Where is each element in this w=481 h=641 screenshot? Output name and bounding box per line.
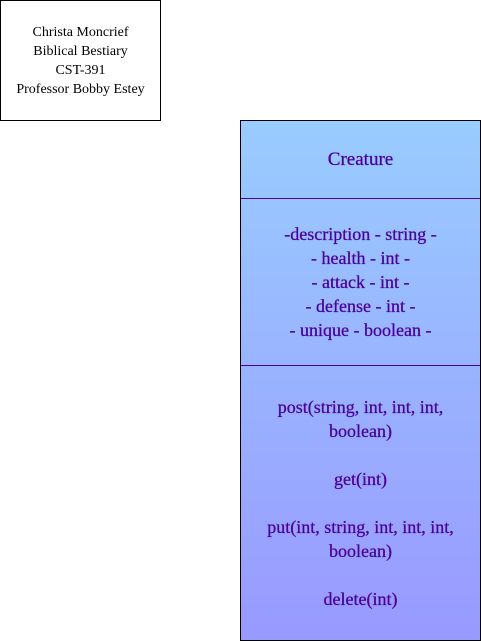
project-name: Biblical Bestiary [33, 43, 128, 59]
attribute-attack: - attack - int - [311, 272, 410, 292]
method-put: put(int, string, int, int, int, boolean) [267, 517, 454, 561]
method-delete: delete(int) [323, 589, 398, 609]
class-attributes-section: -description - string - - health - int -… [241, 199, 480, 366]
author-info-box: Christa Moncrief Biblical Bestiary CST-3… [0, 0, 161, 121]
class-methods-section: post(string, int, int, int, boolean) get… [241, 366, 480, 640]
method-post: post(string, int, int, int, boolean) [277, 397, 444, 441]
attribute-description: -description - string - [284, 224, 437, 244]
class-name-section: Creature [241, 121, 480, 199]
attribute-health: - health - int - [311, 248, 410, 268]
class-name: Creature [327, 148, 394, 170]
method-get: get(int) [334, 469, 387, 489]
creature-class-box: Creature -description - string - - healt… [240, 120, 481, 641]
professor-name: Professor Bobby Estey [16, 81, 145, 97]
attribute-defense: - defense - int - [305, 296, 416, 316]
course-code: CST-391 [55, 62, 106, 78]
attribute-unique: - unique - boolean - [289, 320, 432, 340]
author-name: Christa Moncrief [32, 24, 129, 40]
